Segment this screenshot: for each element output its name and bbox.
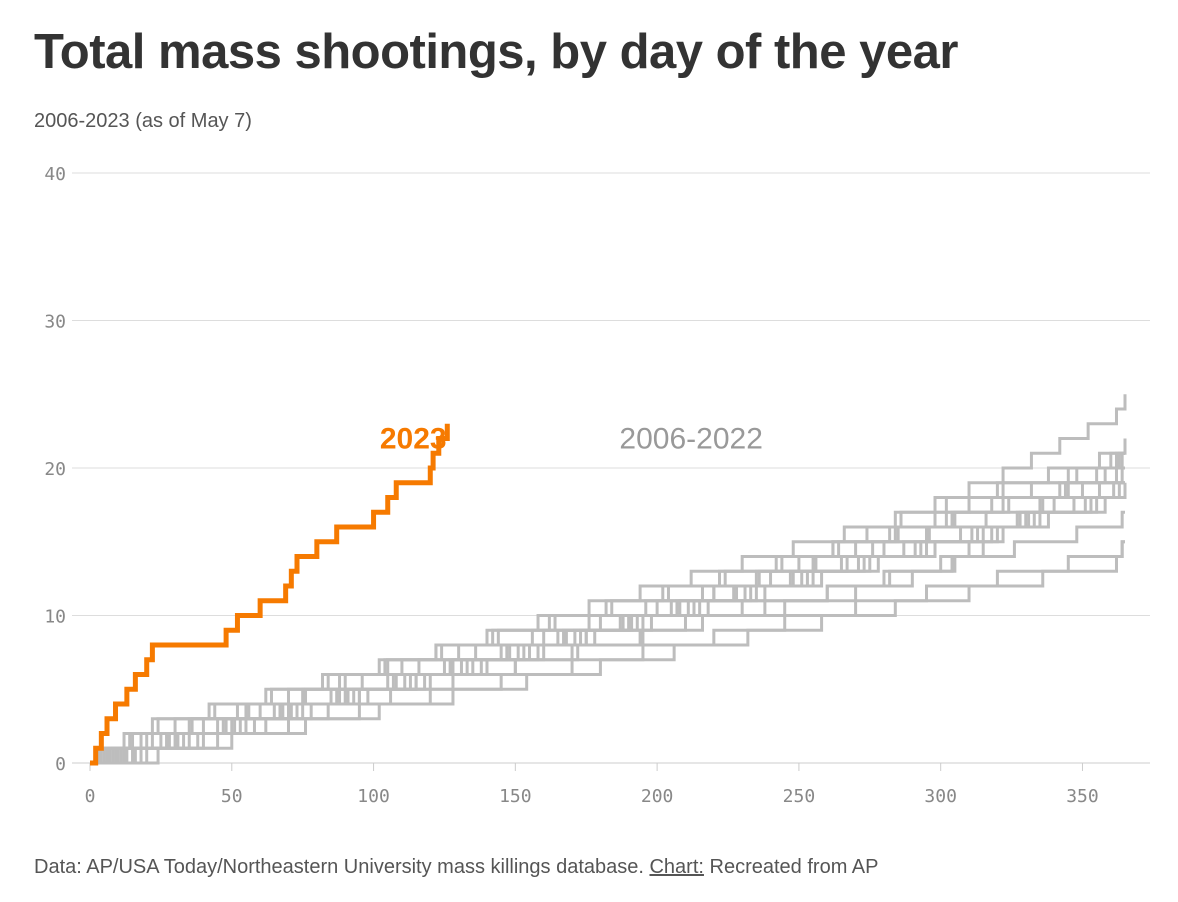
x-tick-label: 350: [1066, 786, 1099, 807]
footer: Data: AP/USA Today/Northeastern Universi…: [34, 856, 878, 879]
background-series-line: [90, 540, 1125, 765]
background-series-group: [90, 394, 1127, 765]
y-tick-label: 30: [44, 312, 66, 333]
chart-area: 0 10 20 30 40 0 50 100 150 200 250 300 350 2023 2006…: [44, 164, 1150, 807]
y-axis-ticks: 0 10 20 30 40: [44, 164, 66, 775]
background-series-line: [90, 451, 1125, 765]
x-axis-ticks: 0 50 100 150 200 250 300 350: [85, 763, 1099, 807]
grid-lines: [72, 172, 1150, 764]
x-tick-label: 300: [924, 786, 957, 807]
background-series-line: [90, 451, 1125, 765]
chart-title: Total mass shootings, by day of the year: [34, 25, 958, 79]
background-series-line: [90, 438, 1127, 765]
highlight-series-group: [90, 423, 450, 766]
background-series-line: [90, 510, 1125, 765]
annotation-2006-2022: 2006-2022: [619, 423, 762, 456]
background-series-line: [90, 451, 1125, 765]
x-tick-label: 250: [783, 786, 816, 807]
background-series-line: [90, 482, 1127, 765]
background-series-line: [90, 451, 1125, 765]
background-series-line: [90, 496, 1125, 765]
y-tick-label: 40: [44, 164, 66, 185]
y-tick-label: 20: [44, 459, 66, 480]
source-note: Data: AP/USA Today/Northeastern Universi…: [34, 856, 644, 878]
background-series-line: [90, 481, 1125, 765]
annotation-2023: 2023: [380, 423, 447, 456]
background-series-line: [90, 540, 1125, 765]
highlight-series-line: [90, 423, 450, 766]
chart-credit-link[interactable]: Chart:: [649, 856, 704, 878]
chart-subtitle: 2006-2023 (as of May 7): [34, 110, 252, 132]
x-tick-label: 50: [221, 786, 243, 807]
x-tick-label: 150: [499, 786, 532, 807]
y-tick-label: 0: [55, 754, 66, 775]
background-series-line: [90, 466, 1125, 765]
y-tick-label: 10: [44, 607, 66, 628]
annotations: 2023 2006-2022: [380, 423, 763, 456]
chart-credit: Recreated from AP: [709, 856, 879, 878]
x-tick-label: 200: [641, 786, 674, 807]
x-tick-label: 100: [357, 786, 390, 807]
x-tick-label: 0: [85, 786, 96, 807]
